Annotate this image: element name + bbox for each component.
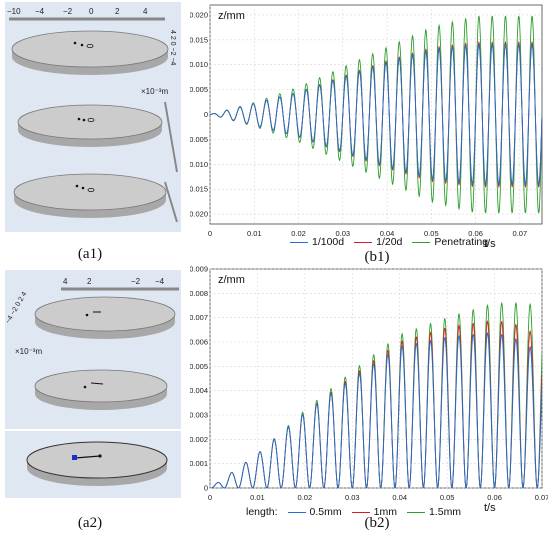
y-tick-label: 0 (204, 484, 208, 493)
chart-b1: 0.0200.0150.0100.0050-0.005-0.010-0.015-… (190, 4, 543, 248)
disk-4 (34, 296, 176, 339)
y-tick-label: 0 (204, 110, 208, 119)
legend-swatch (351, 511, 370, 513)
y-tick-label: -0.020 (190, 210, 208, 219)
caption-b2: (b2) (364, 515, 390, 531)
scale-note-a1: ×10⁻³m (141, 87, 168, 96)
chart-b2: 0.009 0.008 0.007 0.006 0.005 0.004 0.003 0.002… (190, 266, 548, 512)
legend-swatch (290, 241, 308, 243)
x-tick-label: 0.06 (468, 229, 483, 238)
blue-marker (72, 455, 77, 460)
y-tick-label: 0.007 (190, 313, 208, 322)
a2-axis-tick: −2 (131, 277, 141, 286)
x-tick-label: 0 (208, 493, 212, 502)
a1-axis-tick: 4 (143, 7, 148, 16)
y-tick-label: 0.010 (190, 60, 208, 69)
a1-diag-axis (164, 101, 178, 173)
disk-1 (11, 30, 169, 75)
a2-axis-tick: −4 (155, 277, 165, 286)
legend-swatch (354, 241, 373, 243)
y-axis-label: z/mm (218, 10, 245, 22)
disk-6 (26, 441, 168, 486)
x-tick-label: 0.04 (380, 229, 395, 238)
caption-b1: (b1) (364, 249, 390, 265)
x-tick-label: 0.01 (247, 229, 262, 238)
disk-2 (17, 104, 163, 147)
y-tick-label: 0.004 (190, 386, 208, 395)
y-axis-label: z/mm (218, 274, 245, 286)
x-tick-label: 0.06 (487, 493, 502, 502)
caption-a1: (a1) (77, 246, 103, 262)
panel-a2: 4 2 −2 −4 −4 −2 0 2 4 ×10⁻³m (5, 270, 181, 498)
y-tick-label: 0.008 (190, 289, 208, 298)
y-tick-label: 0.009 (190, 266, 208, 274)
y-tick-label: -0.005 (190, 135, 208, 144)
scale-note-a2: ×10⁻³m (15, 347, 42, 356)
disk-3 (13, 173, 167, 218)
disk-stack-a2: 4 2 −2 −4 −4 −2 0 2 4 ×10⁻³m (5, 277, 181, 486)
series-line-0.5mm (210, 331, 542, 488)
legend-label: 1/100d (312, 236, 345, 248)
legend-label: 1/20d (376, 236, 403, 248)
x-tick-label: 0.03 (335, 229, 350, 238)
caption-a2: (a2) (77, 515, 103, 531)
y-tick-label: 0.001 (190, 459, 208, 468)
y-tick-label: 0.005 (190, 85, 208, 94)
x-tick-label: 0 (208, 229, 212, 238)
y-tick-label: 0.020 (190, 10, 208, 19)
x-axis-label: t/s (484, 502, 496, 512)
legend-b1: 1/100d 1/20d Penetrating (282, 236, 490, 248)
y-tick-label: 0.006 (190, 338, 208, 347)
x-tick-label: 0.07 (535, 493, 548, 502)
y-tick-label: 0.005 (190, 362, 208, 371)
legend-label: 1mm (373, 506, 397, 518)
x-tick-label: 0.07 (513, 229, 528, 238)
disk-5 (34, 369, 168, 410)
legend-b2: length: 0.5mm 1mm 1.5mm (246, 506, 463, 518)
series-line-1/100d (210, 43, 542, 186)
x-tick-label: 0.02 (298, 493, 313, 502)
legend-swatch (287, 511, 306, 513)
legend-label: 0.5mm (309, 506, 342, 518)
y-tick-label: 0.002 (190, 435, 208, 444)
x-tick-label: 0.01 (250, 493, 265, 502)
disk-stack-a1: −10 −4 −2 0 2 4 4 2 0 −2 −4 ×10⁻³m (7, 7, 178, 223)
a1-axis-tick: −4 (35, 7, 45, 16)
legend-swatch (412, 241, 431, 243)
x-tick-label: 0.03 (345, 493, 360, 502)
a1-axis-tick: −2 (63, 7, 73, 16)
x-axis-label: t/s (484, 238, 496, 248)
a1-side-ticks: 4 2 0 −2 −4 (169, 30, 176, 66)
legend-swatch (406, 511, 425, 513)
y-tick-label: -0.015 (190, 185, 208, 194)
legend-label: 1.5mm (428, 506, 462, 518)
a2-side-ticks: −4 −2 0 2 4 (5, 291, 28, 325)
y-tick-label: 0.003 (190, 411, 208, 420)
x-tick-label: 0.05 (440, 493, 455, 502)
a2-axis-tick: 2 (87, 277, 92, 286)
legend-label: Penetrating (434, 236, 489, 248)
a1-axis-tick: 2 (115, 7, 120, 16)
x-tick-label: 0.02 (291, 229, 306, 238)
a2-axis-tick: 4 (63, 277, 68, 286)
a1-axis-tick: −10 (7, 7, 21, 16)
legend-title: length: (246, 506, 278, 518)
a1-diag-axis (164, 181, 178, 223)
x-tick-label: 0.04 (392, 493, 407, 502)
a1-axis-tick: 0 (89, 7, 94, 16)
y-tick-label: -0.010 (190, 160, 208, 169)
x-tick-label: 0.05 (424, 229, 439, 238)
panel-a1: −10 −4 −2 0 2 4 4 2 0 −2 −4 ×10⁻³m (5, 2, 181, 232)
y-tick-label: 0.015 (190, 35, 208, 44)
